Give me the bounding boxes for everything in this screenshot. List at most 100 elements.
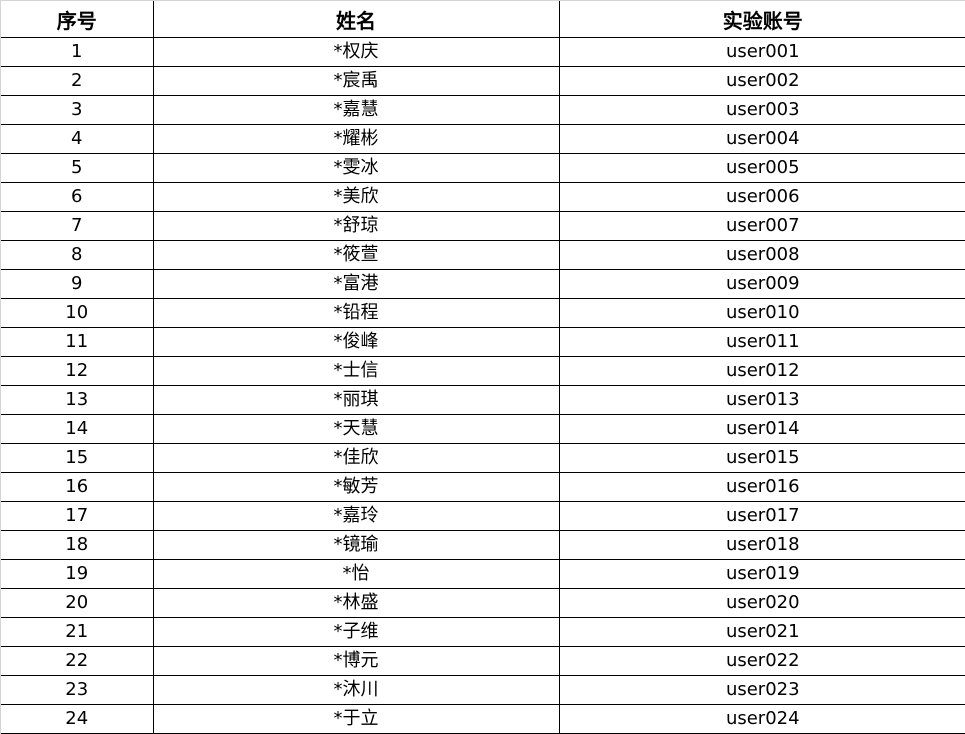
header-name: 姓名: [153, 1, 560, 38]
table-row: 24 *于立 user024: [1, 704, 965, 734]
table-row: 14 *天慧 user014: [1, 414, 965, 444]
cell-name: *于立: [153, 704, 560, 734]
cell-index: 7: [1, 211, 154, 241]
cell-name: *俊峰: [153, 327, 560, 357]
cell-name: *敏芳: [153, 472, 560, 502]
header-account: 实验账号: [559, 1, 965, 38]
cell-account: user002: [559, 66, 965, 96]
table-row: 10 *铅程 user010: [1, 298, 965, 328]
cell-name: *子维: [153, 617, 560, 647]
cell-name: *博元: [153, 646, 560, 676]
cell-name: *铅程: [153, 298, 560, 328]
cell-index: 12: [1, 356, 154, 386]
cell-index: 19: [1, 559, 154, 589]
cell-account: user023: [559, 675, 965, 705]
cell-index: 22: [1, 646, 154, 676]
cell-account: user012: [559, 356, 965, 386]
header-row: 序号 姓名 实验账号: [1, 1, 965, 38]
cell-account: user004: [559, 124, 965, 154]
cell-account: user020: [559, 588, 965, 618]
cell-account: user022: [559, 646, 965, 676]
cell-account: user011: [559, 327, 965, 357]
cell-account: user018: [559, 530, 965, 560]
cell-index: 9: [1, 269, 154, 299]
cell-name: *嘉慧: [153, 95, 560, 125]
header-index: 序号: [1, 1, 154, 38]
cell-account: user014: [559, 414, 965, 444]
table-row: 2 *宸禹 user002: [1, 66, 965, 96]
cell-name: *丽琪: [153, 385, 560, 415]
cell-index: 10: [1, 298, 154, 328]
cell-name: *士信: [153, 356, 560, 386]
cell-index: 3: [1, 95, 154, 125]
cell-account: user013: [559, 385, 965, 415]
cell-index: 1: [1, 37, 154, 67]
cell-name: *富港: [153, 269, 560, 299]
table-row: 6 *美欣 user006: [1, 182, 965, 212]
table-row: 12 *士信 user012: [1, 356, 965, 386]
cell-index: 15: [1, 443, 154, 473]
cell-index: 5: [1, 153, 154, 183]
table-row: 21 *子维 user021: [1, 617, 965, 647]
cell-account: user006: [559, 182, 965, 212]
table-body: 1 *权庆 user001 2 *宸禹 user002 3 *嘉慧 user003 4 *耀彬 use…: [1, 37, 965, 734]
table-row: 18 *镜瑜 user018: [1, 530, 965, 560]
cell-index: 24: [1, 704, 154, 734]
cell-name: *嘉玲: [153, 501, 560, 531]
table-row: 20 *林盛 user020: [1, 588, 965, 618]
cell-index: 2: [1, 66, 154, 96]
table-row: 8 *筱萱 user008: [1, 240, 965, 270]
table-row: 5 *雯冰 user005: [1, 153, 965, 183]
table-row: 19 *怡 user019: [1, 559, 965, 589]
cell-name: *天慧: [153, 414, 560, 444]
cell-account: user005: [559, 153, 965, 183]
cell-index: 18: [1, 530, 154, 560]
table-row: 11 *俊峰 user011: [1, 327, 965, 357]
cell-account: user003: [559, 95, 965, 125]
cell-index: 20: [1, 588, 154, 618]
cell-account: user008: [559, 240, 965, 270]
cell-account: user019: [559, 559, 965, 589]
cell-name: *耀彬: [153, 124, 560, 154]
cell-account: user024: [559, 704, 965, 734]
cell-index: 8: [1, 240, 154, 270]
cell-account: user010: [559, 298, 965, 328]
table-row: 13 *丽琪 user013: [1, 385, 965, 415]
table-row: 9 *富港 user009: [1, 269, 965, 299]
cell-name: *镜瑜: [153, 530, 560, 560]
cell-account: user021: [559, 617, 965, 647]
cell-index: 17: [1, 501, 154, 531]
cell-name: *美欣: [153, 182, 560, 212]
table-row: 22 *博元 user022: [1, 646, 965, 676]
cell-account: user016: [559, 472, 965, 502]
cell-index: 11: [1, 327, 154, 357]
cell-name: *怡: [153, 559, 560, 589]
cell-name: *佳欣: [153, 443, 560, 473]
cell-name: *舒琼: [153, 211, 560, 241]
cell-index: 23: [1, 675, 154, 705]
cell-index: 6: [1, 182, 154, 212]
cell-account: user001: [559, 37, 965, 67]
cell-index: 14: [1, 414, 154, 444]
cell-name: *林盛: [153, 588, 560, 618]
cell-index: 13: [1, 385, 154, 415]
table-row: 7 *舒琼 user007: [1, 211, 965, 241]
cell-name: *雯冰: [153, 153, 560, 183]
cell-index: 21: [1, 617, 154, 647]
cell-account: user009: [559, 269, 965, 299]
cell-account: user017: [559, 501, 965, 531]
table-row: 16 *敏芳 user016: [1, 472, 965, 502]
table-row: 15 *佳欣 user015: [1, 443, 965, 473]
cell-account: user015: [559, 443, 965, 473]
cell-name: *宸禹: [153, 66, 560, 96]
table-row: 17 *嘉玲 user017: [1, 501, 965, 531]
cell-name: *权庆: [153, 37, 560, 67]
table-row: 3 *嘉慧 user003: [1, 95, 965, 125]
cell-index: 4: [1, 124, 154, 154]
cell-name: *筱萱: [153, 240, 560, 270]
cell-name: *沐川: [153, 675, 560, 705]
cell-account: user007: [559, 211, 965, 241]
cell-index: 16: [1, 472, 154, 502]
table-row: 23 *沐川 user023: [1, 675, 965, 705]
